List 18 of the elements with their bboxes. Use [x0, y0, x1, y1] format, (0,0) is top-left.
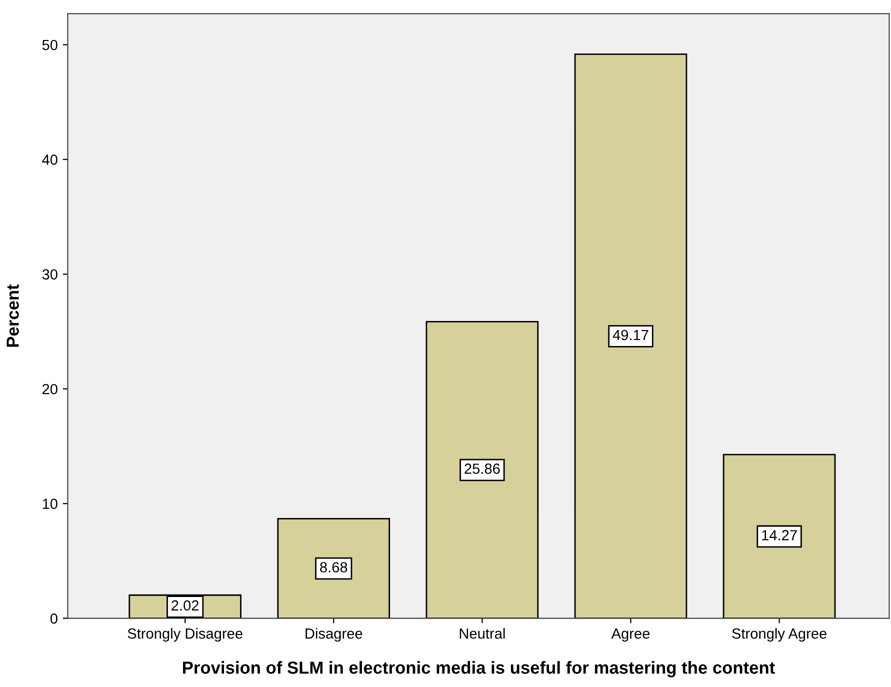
x-tick-label: Disagree — [306, 628, 362, 642]
data-label: 8.68 — [320, 562, 348, 572]
y-axis-title: Percent — [6, 284, 19, 347]
data-label: 49.17 — [612, 330, 648, 340]
y-tick-label: 40 — [42, 154, 58, 165]
x-tick-label: Agree — [611, 628, 650, 642]
data-label: 14.27 — [762, 530, 797, 540]
y-tick-label: 20 — [42, 384, 58, 394]
y-tick-label: 30 — [42, 269, 58, 280]
y-tick-label: 10 — [42, 498, 58, 510]
x-axis-title: Provision of SLM in electronic media is useful for mastering the content — [183, 661, 775, 678]
x-tick-label: Strongly Disagree — [128, 628, 242, 642]
y-tick-label: 50 — [42, 40, 58, 50]
x-tick-label: Strongly Agree — [732, 628, 826, 642]
data-label: 25.86 — [464, 464, 500, 474]
y-tick-label: 0 — [50, 613, 58, 624]
x-tick-label: Neutral — [460, 628, 505, 639]
data-label: 2.02 — [172, 600, 199, 611]
